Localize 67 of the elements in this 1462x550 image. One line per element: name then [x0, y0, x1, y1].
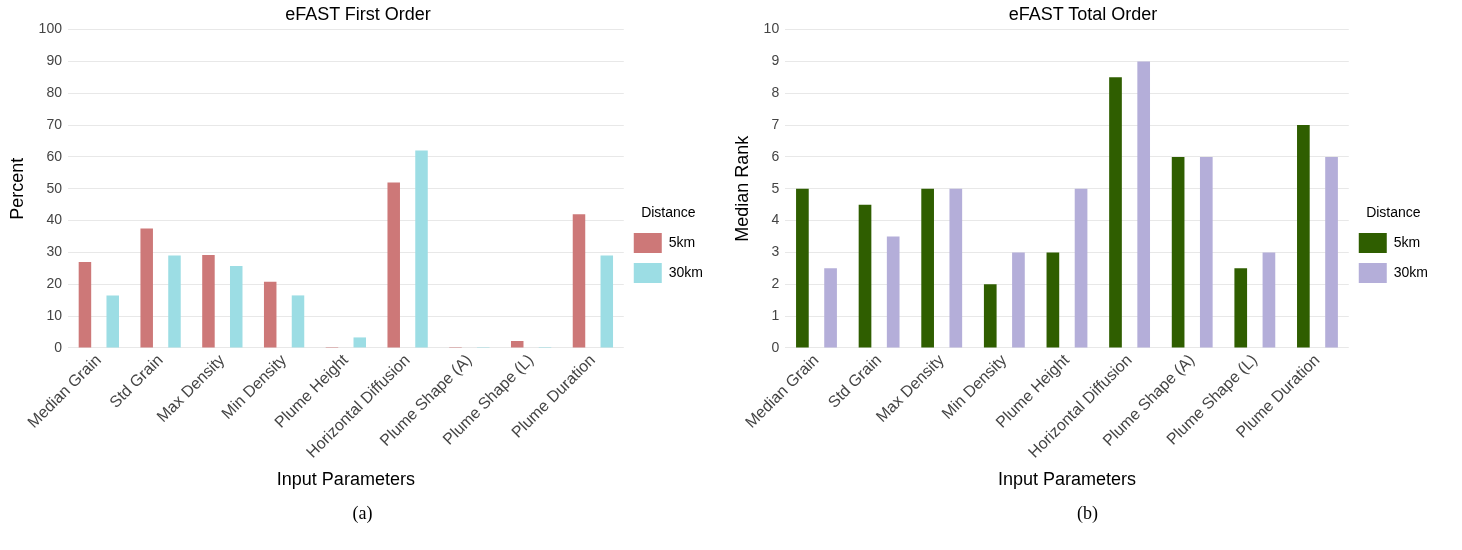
legend-label: 30km [668, 263, 703, 280]
bar [1108, 77, 1122, 348]
y-tick-label: 90 [45, 52, 62, 69]
bar [353, 337, 366, 348]
bar [1171, 156, 1184, 348]
y-tick-label: 40 [45, 211, 62, 228]
y-tick-label: 20 [45, 275, 62, 292]
y-tick-label: 50 [45, 179, 62, 196]
x-axis-title: Input Parameters [276, 469, 415, 490]
text: (a) [352, 503, 373, 524]
chart-title: eFAST First Order [284, 3, 431, 24]
legend-title: Distance [1365, 203, 1421, 220]
bar [1011, 252, 1025, 348]
bar [948, 188, 962, 348]
bar [1046, 252, 1059, 348]
bar [386, 182, 400, 348]
bar [600, 255, 613, 348]
y-tick-label: 80 [45, 84, 62, 101]
bar [167, 255, 181, 348]
legend-label: 5km [668, 233, 695, 250]
y-tick-label: 60 [45, 147, 62, 164]
bar [1324, 156, 1338, 348]
y-tick-label: 0 [770, 338, 779, 355]
x-axis-title: Input Parameters [997, 469, 1136, 490]
bar [105, 295, 119, 348]
legend-label: 5km [1393, 233, 1420, 250]
bar [1233, 268, 1247, 348]
y-tick-label: 1 [770, 306, 779, 323]
y-tick-label: 4 [770, 211, 779, 228]
bar [823, 268, 837, 348]
y-tick-label: 100 [38, 20, 62, 37]
bar [291, 295, 304, 348]
y-tick-label: 6 [770, 147, 779, 164]
chart-title: eFAST Total Order [1008, 3, 1157, 24]
bar [78, 261, 91, 348]
y-tick-label: 70 [45, 115, 62, 132]
text: (b) [1077, 503, 1098, 524]
bar [1136, 61, 1150, 348]
bar [229, 266, 242, 348]
bar [139, 228, 153, 348]
legend-title: Distance [640, 203, 696, 220]
y-tick-label: 7 [770, 115, 779, 132]
bar [572, 214, 585, 348]
bar [201, 254, 215, 348]
bar [1262, 252, 1275, 348]
bar [263, 281, 276, 348]
bar [886, 236, 900, 348]
legend-label: 30km [1393, 263, 1428, 280]
y-tick-label: 30 [45, 243, 62, 260]
bar [795, 188, 809, 348]
bar [414, 150, 428, 348]
y-tick-label: 0 [53, 338, 62, 355]
y-tick-label: 10 [763, 20, 779, 37]
y-tick-label: 5 [770, 179, 779, 196]
bar [858, 204, 871, 348]
y-axis-title: Median Rank [731, 134, 752, 242]
y-tick-label: 2 [770, 275, 779, 292]
bar [1074, 188, 1087, 348]
y-axis-title: Percent [6, 157, 27, 220]
y-tick-label: 10 [45, 306, 62, 323]
y-tick-label: 8 [770, 84, 779, 101]
y-tick-label: 9 [770, 52, 779, 69]
bar [1199, 156, 1213, 348]
bar [1296, 125, 1310, 348]
bar [983, 284, 997, 348]
bar [920, 188, 934, 348]
y-tick-label: 3 [770, 243, 779, 260]
